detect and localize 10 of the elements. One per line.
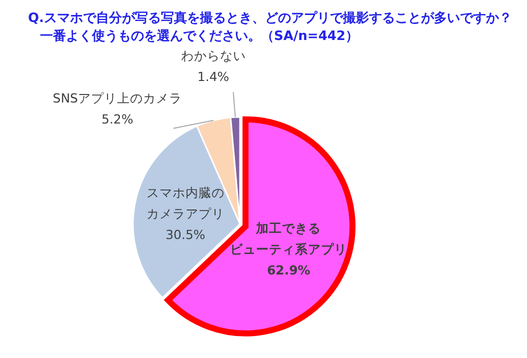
chart-subtitle: 一番よく使うものを選んでください。（SA/n=442） [40, 28, 358, 44]
slice-label: わからない [180, 48, 246, 64]
data-label: 62.9% [266, 262, 311, 278]
data-label: 1.4% [197, 69, 230, 84]
slice-label: 加工できるビューティ系アプリ [230, 220, 348, 256]
data-label: 5.2% [102, 111, 134, 126]
slice-label: スマホ内臓のカメラアプリ [146, 185, 224, 222]
data-label: 30.5% [166, 227, 206, 242]
slice-label: SNSアプリ上のカメラ [52, 90, 182, 106]
chart-title: Q.スマホで自分が写る写真を撮るとき、どのアプリで撮影することが多いですか？ [28, 10, 512, 26]
